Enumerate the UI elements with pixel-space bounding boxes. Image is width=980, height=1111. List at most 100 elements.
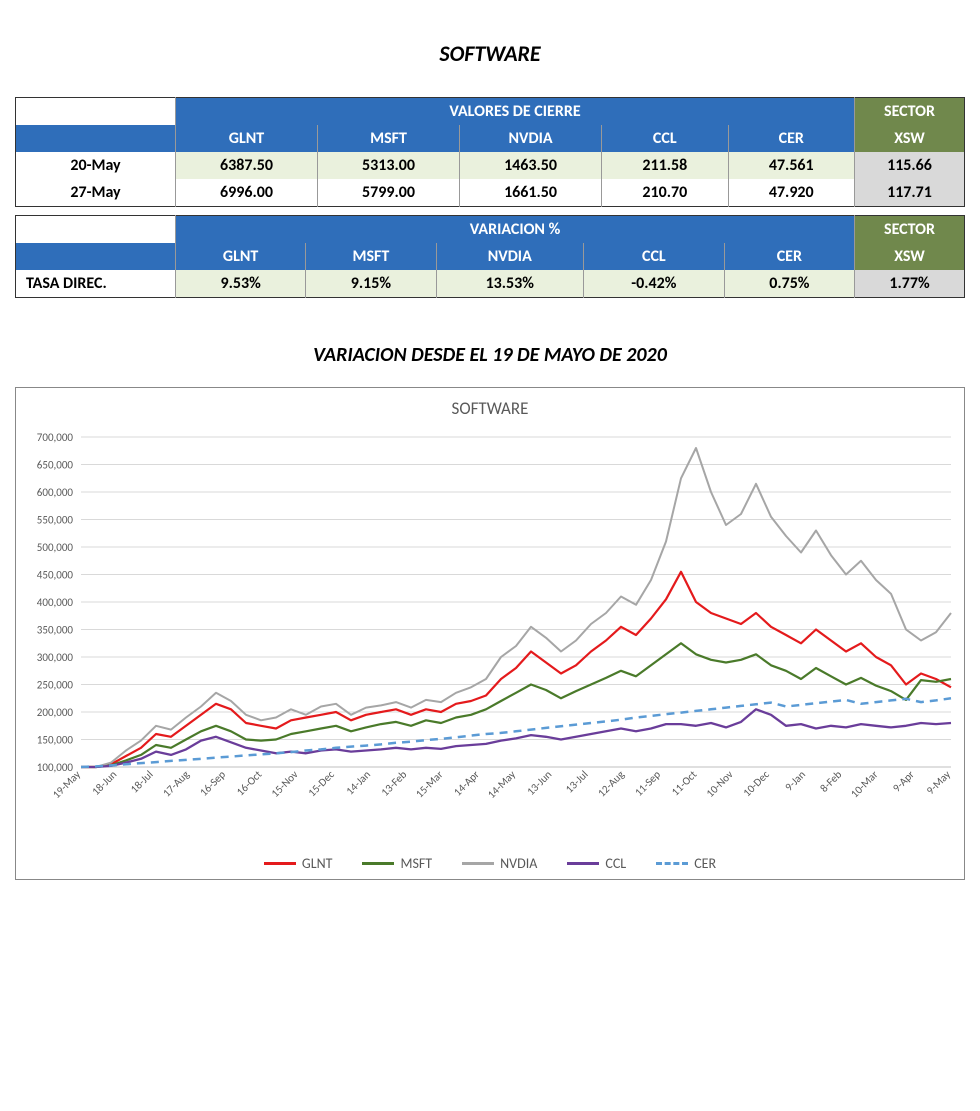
table-row: 20-May6387.505313.001463.50211.5847.5611…	[16, 152, 965, 179]
value-cell: 6387.50	[176, 152, 318, 179]
svg-text:10-Nov: 10-Nov	[704, 768, 736, 800]
value-cell: 9.53%	[176, 270, 306, 298]
value-cell: 5799.00	[318, 179, 460, 207]
sector-value: 117.71	[855, 179, 965, 207]
svg-text:450,000: 450,000	[37, 569, 74, 582]
header-sector: SECTOR	[855, 98, 965, 126]
svg-text:16-Sep: 16-Sep	[197, 768, 228, 799]
svg-text:9-Apr: 9-Apr	[890, 768, 917, 795]
svg-text:11-Oct: 11-Oct	[669, 768, 700, 799]
legend-swatch	[462, 862, 494, 865]
table-row: TASA DIREC.9.53%9.15%13.53%-0.42%0.75%1.…	[16, 270, 965, 298]
svg-text:18-Jul: 18-Jul	[128, 768, 156, 796]
legend-swatch	[362, 862, 394, 865]
svg-text:250,000: 250,000	[37, 679, 74, 692]
value-cell: 5313.00	[318, 152, 460, 179]
date-cell: 20-May	[16, 152, 176, 179]
legend-label: NVDIA	[500, 855, 537, 872]
col-header: NVDIA	[460, 125, 602, 152]
svg-text:10-Mar: 10-Mar	[848, 768, 881, 801]
table-variacion: VARIACION % SECTOR GLNTMSFTNVDIACCLCERXS…	[15, 215, 965, 298]
header-main: VALORES DE CIERRE	[176, 98, 855, 126]
legend-item: MSFT	[362, 855, 432, 872]
legend-swatch	[656, 862, 688, 865]
svg-text:14-Jan: 14-Jan	[343, 768, 373, 798]
col-header: CER	[724, 243, 854, 270]
legend-swatch	[264, 862, 296, 865]
svg-text:600,000: 600,000	[37, 486, 74, 499]
legend-label: GLNT	[302, 855, 333, 872]
sector-value: 115.66	[855, 152, 965, 179]
value-cell: -0.42%	[584, 270, 725, 298]
svg-text:150,000: 150,000	[37, 734, 74, 747]
value-cell: 0.75%	[724, 270, 854, 298]
svg-text:18-Jun: 18-Jun	[89, 768, 119, 798]
value-cell: 9.15%	[306, 270, 436, 298]
header-sector: SECTOR	[855, 216, 965, 244]
chart-inner-title: SOFTWARE	[26, 398, 954, 419]
header-row-1: VALORES DE CIERRE SECTOR	[16, 98, 965, 126]
table-valores-cierre: VALORES DE CIERRE SECTOR GLNTMSFTNVDIACC…	[15, 97, 965, 207]
value-cell: 47.561	[728, 152, 855, 179]
col-sector: XSW	[855, 125, 965, 152]
svg-text:13-Feb: 13-Feb	[378, 768, 409, 799]
legend-item: NVDIA	[462, 855, 537, 872]
svg-text:16-Oct: 16-Oct	[234, 768, 265, 799]
col-sector: XSW	[855, 243, 965, 270]
col-header: MSFT	[306, 243, 436, 270]
chart-container: SOFTWARE 100,000 150,000 200,000 250,000 300…	[15, 387, 965, 880]
svg-text:17-Aug: 17-Aug	[160, 768, 192, 800]
svg-text:9-Jan: 9-Jan	[782, 768, 808, 794]
svg-text:550,000: 550,000	[37, 514, 74, 527]
legend-swatch	[567, 862, 599, 865]
col-header: CER	[728, 125, 855, 152]
svg-text:10-Dec: 10-Dec	[740, 768, 772, 800]
legend-label: CER	[694, 855, 716, 872]
line-chart: 100,000 150,000 200,000 250,000 300,000 350,0…	[26, 427, 966, 847]
legend: GLNT MSFT NVDIA CCL CER	[26, 847, 954, 874]
legend-item: GLNT	[264, 855, 333, 872]
value-cell: 1463.50	[460, 152, 602, 179]
svg-text:15-Nov: 15-Nov	[269, 768, 301, 800]
legend-item: CER	[656, 855, 716, 872]
svg-text:14-May: 14-May	[485, 768, 518, 801]
svg-text:13-Jun: 13-Jun	[524, 768, 554, 798]
col-header: NVDIA	[436, 243, 584, 270]
svg-text:8-Feb: 8-Feb	[817, 768, 844, 795]
col-header: CCL	[584, 243, 725, 270]
table-row: 27-May6996.005799.001661.50210.7047.9201…	[16, 179, 965, 207]
col-header: CCL	[602, 125, 728, 152]
chart-title: VARIACION DESDE EL 19 DE MAYO DE 2020	[15, 343, 965, 367]
svg-text:15-Dec: 15-Dec	[305, 768, 337, 800]
row-label: TASA DIREC.	[16, 270, 176, 298]
svg-text:700,000: 700,000	[37, 431, 74, 444]
svg-text:350,000: 350,000	[37, 624, 74, 637]
svg-text:12-Aug: 12-Aug	[595, 768, 627, 800]
svg-text:11-Sep: 11-Sep	[632, 768, 663, 799]
svg-text:300,000: 300,000	[37, 651, 74, 664]
svg-text:9-May: 9-May	[924, 768, 953, 797]
header-row-2: GLNTMSFTNVDIACCLCERXSW	[16, 243, 965, 270]
value-cell: 47.920	[728, 179, 855, 207]
header-row-1: VARIACION % SECTOR	[16, 216, 965, 244]
svg-text:650,000: 650,000	[37, 459, 74, 472]
col-header: GLNT	[176, 243, 306, 270]
svg-text:15-Mar: 15-Mar	[413, 768, 446, 801]
legend-label: MSFT	[400, 855, 432, 872]
col-header: GLNT	[176, 125, 318, 152]
value-cell: 1661.50	[460, 179, 602, 207]
value-cell: 211.58	[602, 152, 728, 179]
svg-text:500,000: 500,000	[37, 541, 74, 554]
value-cell: 6996.00	[176, 179, 318, 207]
legend-item: CCL	[567, 855, 626, 872]
date-cell: 27-May	[16, 179, 176, 207]
svg-text:14-Apr: 14-Apr	[451, 768, 482, 799]
svg-text:400,000: 400,000	[37, 596, 74, 609]
svg-text:200,000: 200,000	[37, 706, 74, 719]
header-row-2: GLNTMSFTNVDIACCLCERXSW	[16, 125, 965, 152]
svg-text:13-Jul: 13-Jul	[563, 768, 591, 796]
value-cell: 210.70	[602, 179, 728, 207]
page-title: SOFTWARE	[15, 40, 965, 67]
sector-value: 1.77%	[855, 270, 965, 298]
svg-text:100,000: 100,000	[37, 761, 74, 774]
